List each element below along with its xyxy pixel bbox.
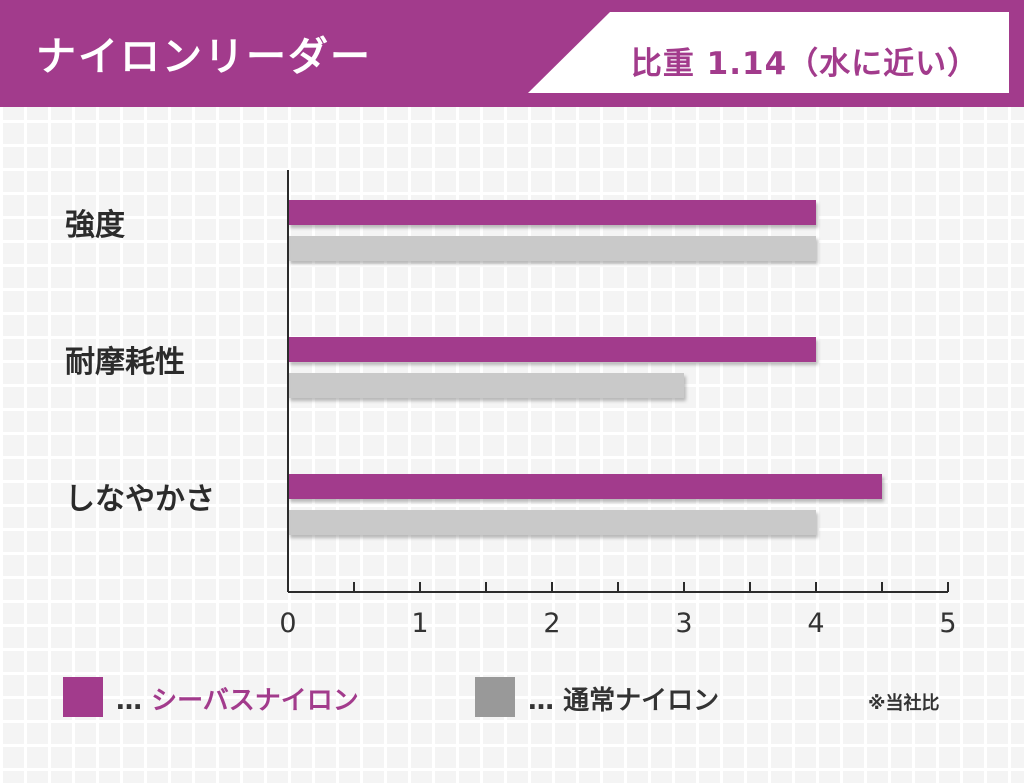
- category-label: 強度: [65, 208, 125, 243]
- x-tick-label: 5: [939, 608, 956, 639]
- legend-prefix: …: [528, 686, 554, 716]
- legend-swatch-normal: [475, 677, 515, 717]
- axis-layer: [287, 170, 949, 593]
- x-tick-label: 0: [279, 608, 296, 639]
- bars-layer: [288, 200, 882, 535]
- legend-label-seabass: … シーバスナイロン: [116, 680, 359, 717]
- bar-seabass: [288, 337, 816, 362]
- category-label: しなやかさ: [65, 482, 215, 517]
- bar-seabass: [288, 200, 816, 225]
- spec-badge: [528, 12, 1009, 93]
- header-banner: ナイロンリーダー 比重 1.14（水に近い）: [0, 0, 1024, 107]
- x-tick-label: 4: [807, 608, 824, 639]
- legend-series-name: シーバスナイロン: [151, 686, 359, 716]
- bar-normal: [288, 373, 684, 398]
- legend-series-name: 通常ナイロン: [563, 686, 720, 716]
- bar-normal: [288, 510, 816, 535]
- x-tick-label: 2: [543, 608, 560, 639]
- footnote: ※当社比: [868, 693, 940, 714]
- category-label: 耐摩耗性: [65, 345, 185, 380]
- x-tick-label: 1: [411, 608, 428, 639]
- bar-normal: [288, 236, 816, 261]
- bar-seabass: [288, 474, 882, 499]
- spec-text: 比重 1.14（水に近い）: [630, 46, 980, 82]
- legend-label-normal: … 通常ナイロン: [528, 680, 719, 717]
- legend-swatch-seabass: [63, 677, 103, 717]
- x-tick-label: 3: [675, 608, 692, 639]
- page-title: ナイロンリーダー: [36, 34, 372, 80]
- legend-prefix: …: [116, 686, 142, 716]
